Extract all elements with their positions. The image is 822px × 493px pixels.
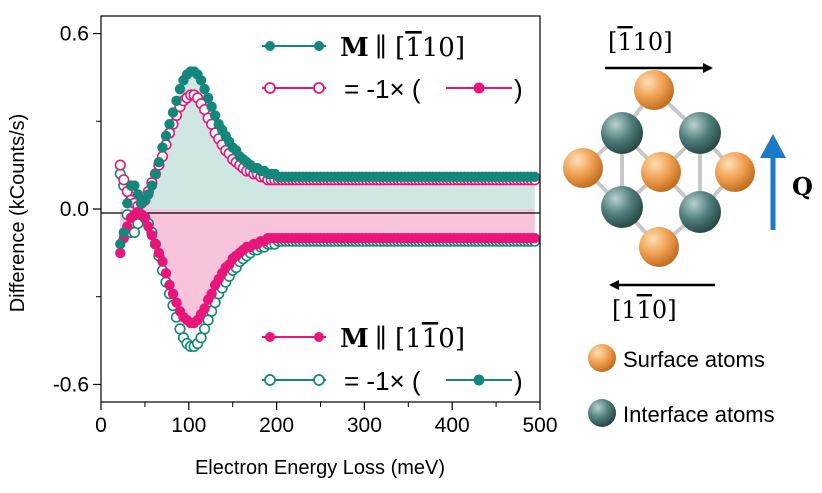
q-label: Q — [792, 172, 813, 201]
legend-top-row1-dir: ∥ [ — [375, 33, 405, 63]
legend-marker — [265, 41, 275, 51]
legend-top-row1-bar: 1 — [405, 33, 422, 63]
x-tick-label: 500 — [522, 414, 557, 437]
surface-atom — [634, 70, 674, 110]
plot-area: 0 100 200 300 400 500 0.6 0.0 -0.6 — [53, 15, 558, 437]
legend-marker — [473, 82, 485, 94]
x-tick-label: 0 — [95, 414, 107, 437]
legend-marker — [314, 41, 324, 51]
data-point — [153, 247, 165, 259]
bottom-direction-label: [110] — [612, 296, 677, 324]
data-point — [160, 268, 172, 279]
surface-atom — [639, 227, 679, 267]
data-point — [164, 279, 175, 291]
data-point — [153, 157, 165, 168]
data-point — [150, 238, 161, 250]
legend-bottom-row1-bold: M — [340, 324, 369, 354]
data-point — [202, 92, 214, 104]
data-point — [206, 288, 217, 299]
legend-bottom: M ∥ [110] = -1× ( ) — [262, 324, 523, 396]
interface-atom — [679, 112, 721, 154]
legend-marker — [314, 332, 324, 342]
data-point — [529, 233, 540, 244]
legend-marker — [473, 374, 485, 386]
data-point — [143, 189, 154, 200]
data-point — [174, 83, 186, 95]
legend-marker — [313, 82, 325, 94]
data-point — [143, 221, 154, 232]
legend-marker — [313, 374, 325, 386]
data-point — [209, 110, 221, 121]
data-point — [195, 75, 207, 86]
data-point — [171, 297, 182, 308]
y-tick-label: -0.6 — [53, 373, 89, 396]
legend-marker — [265, 332, 275, 342]
top-direction-label: [110] — [608, 28, 673, 56]
legend-top-paren: ) — [514, 74, 523, 104]
x-tick-label: 400 — [435, 414, 470, 437]
data-point — [164, 119, 175, 130]
data-point — [160, 130, 172, 142]
data-point — [114, 159, 126, 171]
legend-bottom-row1: M ∥ [110] — [340, 324, 465, 354]
data-point — [146, 180, 158, 191]
schematic: [110] Q — [563, 28, 813, 427]
data-point — [139, 212, 151, 223]
legend-top-row1-bold: M — [340, 33, 369, 63]
surface-legend-swatch — [588, 344, 616, 372]
legend-marker — [264, 374, 276, 386]
legend-top-row1-rest: 10] — [422, 33, 465, 63]
data-point — [115, 238, 126, 250]
interface-atom — [601, 186, 643, 228]
surface-atom — [715, 152, 755, 192]
data-point — [199, 303, 210, 314]
series-fill-2 — [120, 209, 535, 323]
surface-legend-label: Surface atoms — [623, 347, 765, 372]
data-point — [146, 230, 158, 241]
data-point — [529, 171, 540, 182]
y-tick-label: 0.6 — [60, 23, 89, 46]
x-tick-label: 300 — [347, 414, 382, 437]
legend-bottom-row1-dir: ∥ [1 — [375, 324, 422, 354]
data-point — [118, 174, 130, 186]
data-point — [122, 198, 133, 209]
data-point — [167, 288, 179, 299]
data-point — [167, 107, 179, 118]
legend-bottom-row2: = -1× ( — [344, 366, 421, 396]
legend-top-row2: = -1× ( — [344, 74, 421, 104]
data-point — [199, 83, 210, 95]
data-point — [171, 95, 182, 107]
surface-atom — [641, 152, 681, 192]
x-axis-label: Electron Energy Loss (meV) — [195, 457, 445, 479]
data-point — [118, 227, 129, 238]
data-point — [157, 142, 168, 153]
legend-top-row1: M ∥ [110] — [340, 33, 465, 63]
surface-atom — [563, 148, 603, 188]
series-fill-0 — [120, 71, 535, 245]
legend-bottom-paren: ) — [514, 366, 523, 396]
q-arrow-head — [760, 134, 786, 158]
interface-legend-label: Interface atoms — [623, 402, 775, 427]
x-tick-label: 100 — [171, 414, 206, 437]
legend-marker — [264, 82, 276, 94]
interface-legend-swatch — [588, 399, 616, 427]
data-point — [132, 189, 144, 200]
data-point — [150, 168, 161, 180]
data-point — [129, 180, 140, 191]
legend-top: M ∥ [110] = -1× ( ) — [262, 33, 523, 104]
y-axis-label: Difference (kCounts/s) — [7, 114, 29, 313]
legend-bottom-row1-rest: 0] — [438, 324, 465, 354]
data-point — [206, 101, 217, 112]
interface-atom — [679, 191, 721, 233]
data-point — [115, 247, 126, 259]
x-tick-label: 200 — [259, 414, 294, 437]
legend-bottom-row1-bar: 1 — [422, 324, 439, 354]
data-point — [157, 256, 168, 267]
y-tick-label: 0.0 — [60, 198, 89, 221]
interface-atom — [601, 112, 643, 154]
